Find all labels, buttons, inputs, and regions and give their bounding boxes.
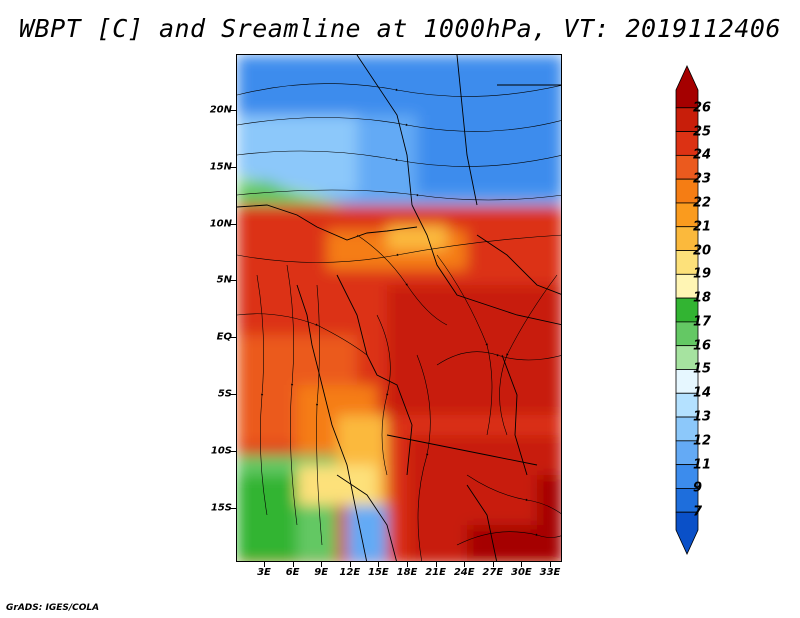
map-svg [237,55,561,561]
colorbar-label: 25 [693,124,712,140]
lat-label: 5N [216,274,232,286]
colorbar [675,65,699,555]
lon-label: 9E [314,567,329,578]
lat-tick [230,166,236,168]
streamlines [237,83,561,561]
lon-tick [435,562,437,567]
lon-tick [464,562,466,567]
colorbar-label: 9 [693,480,703,496]
colorbar-label: 16 [693,338,712,354]
colorbar-label: 22 [693,195,712,211]
lat-tick [230,280,236,282]
lat-tick [230,110,236,111]
lat-label: 10S [210,445,232,457]
lon-tick [550,562,551,567]
colorbar-label: 21 [693,219,712,235]
colorbar-bottom-triangle [675,511,699,555]
colorbar-label: 7 [693,504,703,520]
lon-tick [492,562,494,567]
map-plot-area [236,54,562,562]
wbpt-field [237,55,561,561]
lon-tick [378,562,380,567]
lat-label: 5S [217,388,232,400]
colorbar-label: 11 [693,457,712,473]
colorbar-label: 14 [693,385,712,401]
colorbar-label: 23 [693,171,712,187]
lon-label: 12E [339,567,361,578]
lon-label: 30E [511,567,532,578]
lon-tick [349,562,351,567]
lon-tick [321,562,323,567]
lon-tick [407,562,408,567]
lat-label: 20N [209,104,232,116]
colorbar-label: 17 [693,314,712,330]
country-borders [237,55,561,561]
lon-label: 21E [425,567,446,578]
lat-label: EQ [216,331,232,343]
lat-tick [230,337,236,339]
lon-label: 15E [368,567,389,578]
colorbar-label: 19 [693,266,712,282]
lat-label: 15N [209,161,232,173]
lon-label: 24E [453,567,475,578]
lat-tick [230,394,236,395]
colorbar-label: 12 [693,433,712,449]
chart-title: WBPT [C] and Sreamline at 1000hPa, VT: 2… [18,14,781,43]
lon-tick [521,562,523,567]
grads-credit: GrADS: IGES/COLA [6,603,100,613]
colorbar-label: 24 [693,147,712,163]
lon-tick [292,562,294,567]
lat-tick [230,450,236,452]
colorbar-label: 26 [693,100,712,116]
lon-label: 3E [257,567,271,578]
colorbar-label: 18 [693,290,712,306]
lon-label: 27E [482,567,504,578]
lon-label: 18E [396,567,418,578]
colorbar-label: 20 [693,243,712,259]
lat-tick [230,223,236,225]
lat-label: 15S [210,502,232,514]
lon-tick [264,562,265,567]
colorbar-label: 13 [693,409,712,425]
colorbar-label: 15 [693,361,712,377]
lon-label: 33E [539,567,561,578]
lon-label: 6E [285,567,300,578]
lat-label: 10N [209,218,232,230]
lat-tick [230,507,236,509]
